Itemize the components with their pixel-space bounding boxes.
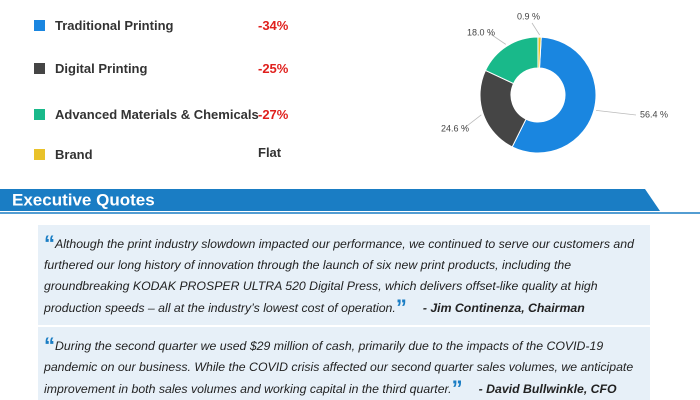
leader-line — [488, 32, 507, 45]
slice-label: 18.0 % — [467, 27, 495, 37]
segment-row: Traditional Printing — [34, 17, 174, 33]
quote-open: “ — [44, 231, 55, 256]
section-banner: Executive Quotes — [0, 189, 700, 214]
leader-line — [531, 22, 540, 36]
segment-name: Brand — [55, 146, 93, 162]
slice-label: 56.4 % — [640, 109, 668, 119]
quote-text: Although the print industry slowdown imp… — [44, 237, 634, 315]
segment-name: Traditional Printing — [55, 17, 174, 33]
quote-close: ” — [395, 295, 407, 320]
segment-change: -27% — [258, 107, 289, 122]
leader-line — [462, 114, 482, 130]
segment-row: Digital Printing — [34, 60, 148, 76]
segment-name: Digital Printing — [55, 60, 148, 76]
segment-change: Flat — [258, 145, 282, 160]
legend-swatch — [34, 62, 45, 74]
slice-label: 24.6 % — [441, 123, 469, 133]
legend-swatch — [34, 108, 45, 120]
donut-chart: 56.4 % 24.6 % 18.0 % 0.9 % — [441, 11, 668, 154]
segment-name: Advanced Materials & Chemicals — [55, 106, 259, 122]
quote-attribution: - David Bullwinkle, CFO — [478, 382, 617, 396]
quote-box: “During the second quarter we used $29 m… — [38, 327, 650, 400]
legend-swatch — [34, 19, 45, 31]
donut-slice — [511, 36, 597, 154]
segment-row: Brand — [34, 146, 93, 162]
quote-box: “Although the print industry slowdown im… — [38, 225, 650, 325]
slice-label: 0.9 % — [517, 11, 540, 21]
quote-close: ” — [451, 376, 463, 400]
legend-swatch — [34, 148, 45, 160]
donut-slice — [479, 69, 527, 148]
leader-line — [595, 109, 637, 116]
donut-slice — [537, 36, 542, 69]
segment-change: -25% — [258, 61, 289, 76]
quote-attribution: - Jim Continenza, Chairman — [422, 301, 585, 315]
segment-row: Advanced Materials & Chemicals — [34, 106, 259, 122]
quote-open: “ — [44, 333, 55, 358]
quote-text: During the second quarter we used $29 mi… — [44, 339, 634, 396]
section-title: Executive Quotes — [12, 190, 155, 209]
segment-change: -34% — [258, 18, 289, 33]
